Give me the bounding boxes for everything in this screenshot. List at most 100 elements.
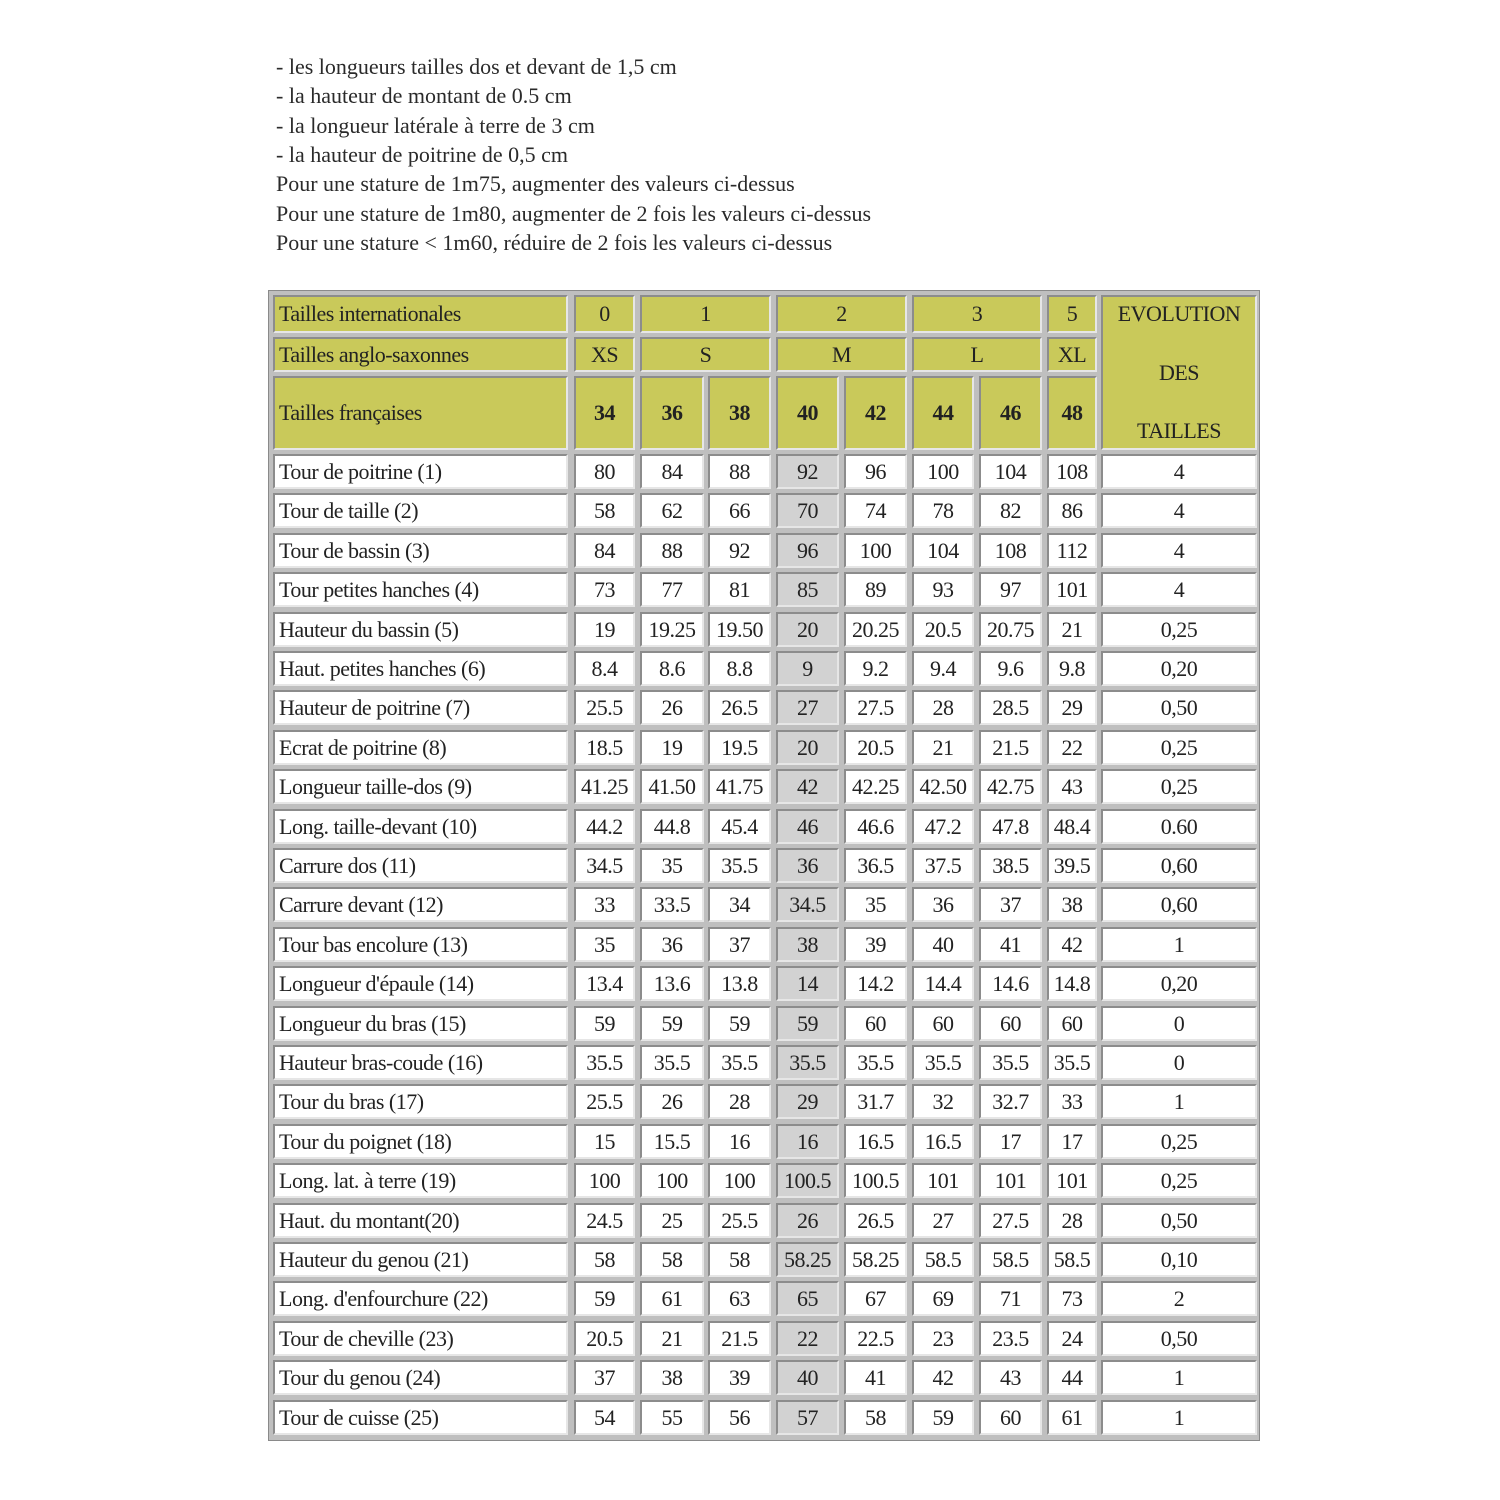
value-cell: 73 — [1047, 1281, 1097, 1316]
value-cell: 37.5 — [912, 848, 974, 883]
value-cell: 97 — [979, 572, 1042, 607]
value-cell: 20.5 — [912, 612, 974, 647]
value-cell: 60 — [979, 1400, 1042, 1435]
value-cell: 16.5 — [844, 1124, 907, 1159]
value-cell: 59 — [708, 1006, 771, 1041]
evolution-cell: 0,60 — [1101, 848, 1257, 883]
value-cell: 8.6 — [640, 651, 704, 686]
value-cell: 44.2 — [574, 809, 635, 844]
value-cell: 13.4 — [574, 966, 635, 1001]
value-cell: 37 — [979, 887, 1042, 922]
row-label: Longueur du bras (15) — [273, 1006, 568, 1041]
evolution-cell: 4 — [1101, 572, 1257, 607]
value-cell: 40 — [776, 1360, 839, 1395]
value-cell: 58.5 — [912, 1242, 974, 1277]
value-cell: 58 — [640, 1242, 704, 1277]
value-cell: 38 — [1047, 887, 1097, 922]
value-cell: 14.8 — [1047, 966, 1097, 1001]
row-label: Tour de bassin (3) — [273, 533, 568, 568]
value-cell: 41 — [844, 1360, 907, 1395]
value-cell: 18.5 — [574, 730, 635, 765]
size-chart-table: Tailles internationales Tailles anglo-sax… — [268, 290, 1260, 1441]
value-cell: 36 — [640, 927, 704, 962]
value-cell: 80 — [574, 454, 635, 489]
evolution-cell: 1 — [1101, 1360, 1257, 1395]
row-label: Long. d'enfourchure (22) — [273, 1281, 568, 1316]
evolution-cell: 4 — [1101, 493, 1257, 528]
international-size: 1 — [640, 295, 771, 333]
value-cell: 25 — [640, 1203, 704, 1238]
value-cell: 101 — [979, 1163, 1042, 1198]
value-cell: 19 — [640, 730, 704, 765]
evolution-cell: 1 — [1101, 1400, 1257, 1435]
row-label: Tour de cheville (23) — [273, 1321, 568, 1356]
value-cell: 67 — [844, 1281, 907, 1316]
note-line: - la longueur latérale à terre de 3 cm — [276, 112, 595, 138]
value-cell: 32 — [912, 1084, 974, 1119]
value-cell: 82 — [979, 493, 1042, 528]
evolution-header-line: EVOLUTION — [1117, 301, 1241, 326]
value-cell: 39 — [708, 1360, 771, 1395]
value-cell: 45.4 — [708, 809, 771, 844]
value-cell: 44.8 — [640, 809, 704, 844]
value-cell: 35.5 — [1047, 1045, 1097, 1080]
value-cell: 58 — [574, 493, 635, 528]
value-cell: 27.5 — [979, 1203, 1042, 1238]
value-cell: 101 — [1047, 1163, 1097, 1198]
evolution-cell: 0,50 — [1101, 1203, 1257, 1238]
value-cell: 25.5 — [574, 690, 635, 725]
value-cell: 37 — [574, 1360, 635, 1395]
value-cell: 14.2 — [844, 966, 907, 1001]
value-cell: 44 — [1047, 1360, 1097, 1395]
note-line: Pour une stature de 1m80, augmenter de 2… — [276, 200, 872, 226]
value-cell: 47.2 — [912, 809, 974, 844]
value-cell: 27 — [776, 690, 839, 725]
evolution-header-line: TAILLES — [1137, 418, 1221, 443]
header-international-label: Tailles internationales — [273, 295, 568, 333]
row-label: Tour petites hanches (4) — [273, 572, 568, 607]
value-cell: 112 — [1047, 533, 1097, 568]
note-line: Pour une stature de 1m75, augmenter des … — [276, 171, 795, 197]
value-cell: 93 — [912, 572, 974, 607]
value-cell: 37 — [708, 927, 771, 962]
value-cell: 39 — [844, 927, 907, 962]
value-cell: 14 — [776, 966, 839, 1001]
row-label: Hauteur du bassin (5) — [273, 612, 568, 647]
value-cell: 26 — [640, 1084, 704, 1119]
row-label: Tour du bras (17) — [273, 1084, 568, 1119]
value-cell: 9 — [776, 651, 839, 686]
value-cell: 43 — [1047, 769, 1097, 804]
value-cell: 29 — [1047, 690, 1097, 725]
value-cell: 35 — [574, 927, 635, 962]
value-cell: 35.5 — [776, 1045, 839, 1080]
value-cell: 58 — [574, 1242, 635, 1277]
value-cell: 28 — [912, 690, 974, 725]
value-cell: 22 — [1047, 730, 1097, 765]
value-cell: 19 — [574, 612, 635, 647]
evolution-header: EVOLUTION DES TAILLES — [1101, 295, 1257, 450]
value-cell: 35 — [844, 887, 907, 922]
value-cell: 42 — [1047, 927, 1097, 962]
value-cell: 60 — [1047, 1006, 1097, 1041]
value-cell: 108 — [979, 533, 1042, 568]
value-cell: 36.5 — [844, 848, 907, 883]
value-cell: 20.25 — [844, 612, 907, 647]
value-cell: 27 — [912, 1203, 974, 1238]
row-label: Tour du poignet (18) — [273, 1124, 568, 1159]
value-cell: 28 — [1047, 1203, 1097, 1238]
anglo-size: S — [640, 337, 771, 372]
value-cell: 38 — [776, 927, 839, 962]
value-cell: 42 — [776, 769, 839, 804]
evolution-cell: 0,50 — [1101, 1321, 1257, 1356]
row-label: Hauteur bras-coude (16) — [273, 1045, 568, 1080]
french-size: 44 — [912, 376, 974, 450]
value-cell: 108 — [1047, 454, 1097, 489]
value-cell: 21 — [640, 1321, 704, 1356]
value-cell: 96 — [776, 533, 839, 568]
value-cell: 42.25 — [844, 769, 907, 804]
value-cell: 21.5 — [708, 1321, 771, 1356]
value-cell: 74 — [844, 493, 907, 528]
value-cell: 26 — [640, 690, 704, 725]
evolution-cell: 1 — [1101, 927, 1257, 962]
value-cell: 41 — [979, 927, 1042, 962]
